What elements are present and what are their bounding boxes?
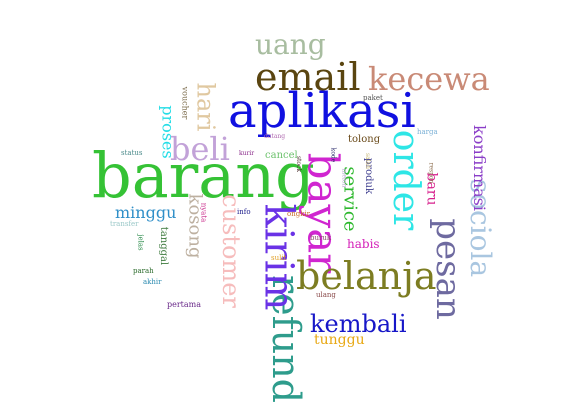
- word-kurir: kurir: [239, 150, 255, 157]
- word-barang: barang: [92, 139, 315, 212]
- word-nyata: nyata: [199, 202, 208, 223]
- word-ulang: ulang: [316, 291, 336, 299]
- word-hari: hari: [191, 82, 220, 132]
- word-kembali: kembali: [310, 310, 407, 338]
- word-parah: parah: [133, 267, 154, 275]
- word-sulit: sulit: [271, 254, 287, 262]
- word-proses: proses: [158, 105, 178, 159]
- word-voucher: voucher: [180, 86, 190, 120]
- word-harga: harga: [417, 128, 438, 136]
- word-order: order: [385, 129, 427, 231]
- word-jelas: jelas: [136, 234, 145, 251]
- word-paket: paket: [363, 94, 383, 102]
- word-uang: uang: [255, 28, 326, 61]
- word-melon: melon: [340, 168, 348, 188]
- word-cancel: cancel: [265, 150, 298, 161]
- word-transfer: transfer: [110, 220, 139, 228]
- word-datang: datang: [264, 133, 286, 140]
- word-kode: kode: [329, 147, 337, 163]
- word-buruk: buruk: [310, 234, 332, 242]
- word-tunggu: tunggu: [314, 332, 365, 348]
- word-aplikasi: aplikasi: [228, 83, 416, 139]
- word-beli: beli: [170, 130, 230, 168]
- word-status: status: [121, 149, 143, 157]
- word-pesan: pesan: [427, 218, 468, 320]
- word-pertama: pertama: [167, 300, 202, 309]
- word-konfirmasi: konfirmasi: [470, 125, 489, 211]
- word-habis: habis: [347, 237, 380, 251]
- word-salah: salah: [364, 152, 372, 170]
- word-tanggal: tanggal: [158, 226, 170, 266]
- word-tolong: tolong: [348, 134, 381, 145]
- word-kecewa: kecewa: [368, 60, 490, 98]
- word-akhir: akhir: [143, 278, 162, 286]
- word-respon: respon: [427, 162, 435, 184]
- word-ongkir: ongkir: [287, 210, 311, 218]
- word-info: info: [237, 208, 251, 216]
- word-email: email: [255, 55, 361, 99]
- word-minggu: minggu: [115, 203, 177, 222]
- word-belanja: belanja: [296, 254, 437, 298]
- word-stock: stock: [295, 155, 303, 173]
